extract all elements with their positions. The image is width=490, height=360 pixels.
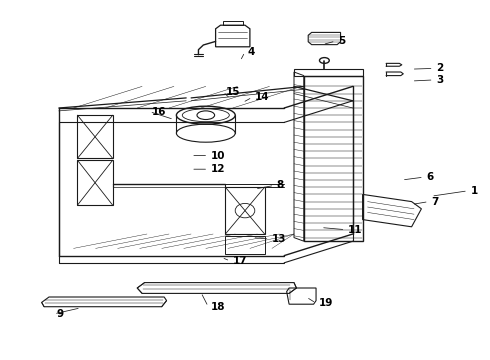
Text: 19: 19 bbox=[318, 298, 333, 308]
Text: 2: 2 bbox=[436, 63, 443, 73]
Text: 5: 5 bbox=[338, 36, 345, 46]
Text: 6: 6 bbox=[426, 172, 434, 182]
Text: 9: 9 bbox=[56, 309, 64, 319]
Text: 12: 12 bbox=[211, 164, 225, 174]
Text: 18: 18 bbox=[211, 302, 225, 312]
Text: 8: 8 bbox=[277, 180, 284, 190]
Text: 10: 10 bbox=[211, 150, 225, 161]
Text: 3: 3 bbox=[436, 75, 443, 85]
Text: 11: 11 bbox=[348, 225, 363, 235]
Text: 7: 7 bbox=[431, 197, 439, 207]
Text: 17: 17 bbox=[233, 256, 247, 266]
Text: 13: 13 bbox=[272, 234, 287, 244]
Text: 14: 14 bbox=[255, 92, 270, 102]
Text: 4: 4 bbox=[247, 47, 255, 57]
Text: 1: 1 bbox=[470, 186, 478, 196]
Text: 16: 16 bbox=[152, 107, 167, 117]
Text: 15: 15 bbox=[225, 87, 240, 97]
